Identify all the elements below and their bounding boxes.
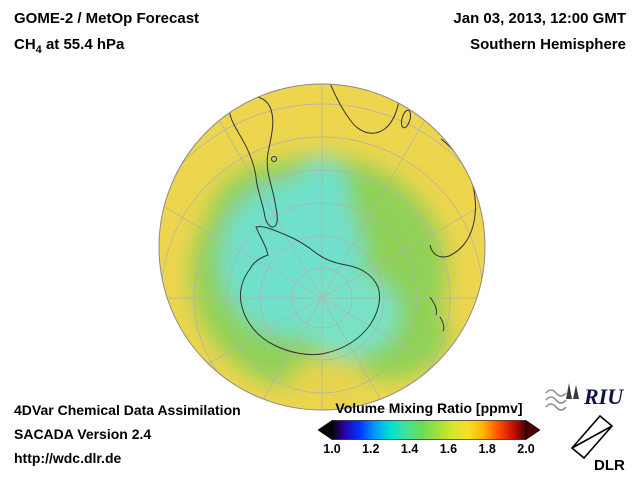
species-level-label: CH4 at 55.4 hPa [14, 36, 124, 56]
colorbar-left-arrow [318, 420, 333, 440]
colorbar-title: Volume Mixing Ratio [ppmv] [335, 400, 523, 416]
species-subscript: 4 [35, 44, 42, 56]
riu-logo: RIU [544, 379, 634, 416]
tick-label: 1.0 [323, 442, 341, 456]
coastline-antarctica [239, 226, 381, 356]
riu-logo-text: RIU [583, 384, 624, 409]
version-label: SACADA Version 2.4 [14, 426, 152, 442]
tick-label: 2.0 [517, 442, 535, 456]
coastline-falklands [271, 156, 277, 162]
colorbar-tick-labels: 1.0 1.2 1.4 1.6 1.8 2.0 [323, 442, 534, 458]
tick-label: 1.6 [439, 442, 458, 456]
colorbar-gradient [318, 420, 540, 440]
colorbar: Volume Mixing Ratio [ppmv] [318, 400, 540, 458]
coastline-madagascar [400, 109, 412, 129]
colorbar-right-arrow [525, 420, 540, 440]
riu-wave-lines-icon [545, 389, 567, 411]
tick-label: 1.2 [362, 442, 380, 456]
coastline-south-america [228, 95, 278, 228]
globe-map [158, 83, 486, 411]
riu-cathedral-icon [566, 383, 579, 399]
assimilation-label: 4DVar Chemical Data Assimilation [14, 402, 241, 418]
pressure-level: at 55.4 hPa [41, 36, 125, 53]
species-symbol: CH [14, 36, 36, 53]
datetime-label: Jan 03, 2013, 12:00 GMT [453, 10, 626, 27]
tick-label: 1.8 [478, 442, 496, 456]
hemisphere-label: Southern Hemisphere [470, 36, 626, 53]
globe-rim [158, 83, 486, 411]
dlr-wing-icon [570, 414, 614, 460]
coastline-new-zealand [429, 296, 445, 332]
coastline-africa [325, 84, 401, 134]
dlr-logo: DLR [564, 410, 632, 479]
url-label: http://wdc.dlr.de [14, 450, 122, 466]
tick-label: 1.4 [400, 442, 419, 456]
coastlines [228, 84, 476, 356]
dlr-logo-text: DLR [594, 457, 625, 474]
plot-title: GOME-2 / MetOp Forecast [14, 10, 200, 27]
colorbar-body [331, 420, 527, 440]
